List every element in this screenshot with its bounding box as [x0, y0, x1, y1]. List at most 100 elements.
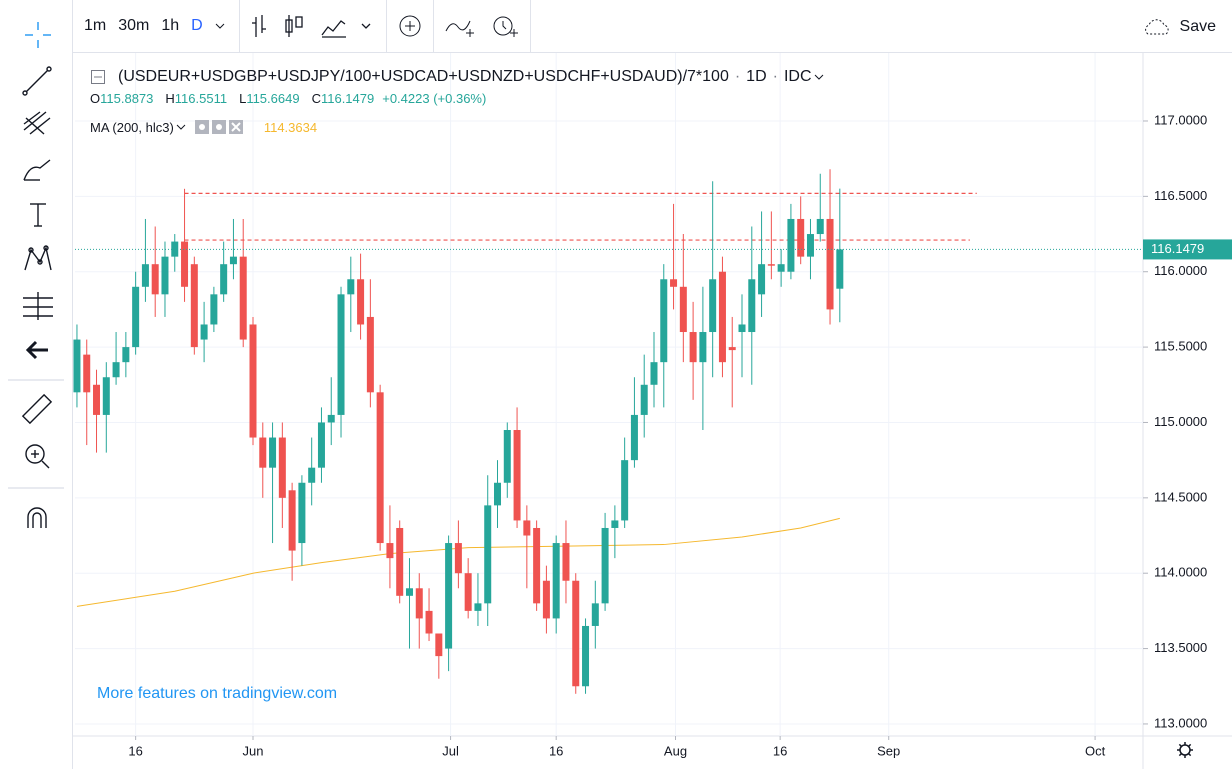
candle-body [797, 218, 805, 257]
candle-body [229, 256, 237, 265]
candle-body [102, 377, 110, 415]
pattern-tool[interactable] [24, 245, 52, 271]
candle-body [758, 264, 766, 295]
candle [190, 256, 198, 355]
candle-body [327, 414, 335, 423]
indicators-button[interactable] [395, 11, 425, 41]
watermark[interactable]: More features on tradingview.com [97, 685, 338, 702]
candle [73, 324, 81, 408]
candle [112, 332, 120, 385]
zoom-tool[interactable] [25, 444, 50, 469]
candle [298, 475, 306, 566]
candle [308, 437, 316, 506]
trend-line-tool[interactable] [22, 66, 52, 96]
candle-body [132, 286, 140, 348]
ohlc-value: 115.6649 [246, 90, 300, 106]
settings-button[interactable] [1177, 742, 1193, 758]
indicator-dropdown[interactable] [174, 120, 188, 134]
gear-tooth [1188, 753, 1192, 757]
candle [660, 264, 668, 408]
magnet-tool[interactable] [27, 507, 47, 528]
interval-button[interactable]: 30m [118, 17, 150, 34]
x-tick-label: Sep [877, 743, 900, 758]
save-button[interactable]: Save [1140, 16, 1216, 38]
y-tick-label: 116.0000 [1154, 263, 1207, 278]
candle-body [376, 392, 384, 544]
candle-body [161, 256, 169, 295]
candle-body [748, 279, 756, 333]
symbol-dropdown[interactable] [812, 70, 826, 84]
candle [542, 565, 550, 634]
candle [337, 286, 345, 438]
candle-body [650, 362, 658, 385]
ohlc-label: O [90, 90, 101, 106]
ohlc-label: L [239, 90, 247, 106]
candle [376, 384, 384, 551]
candle [141, 218, 149, 302]
candle [533, 520, 541, 611]
candle [210, 286, 218, 333]
candle-body [767, 264, 775, 266]
candle [259, 422, 267, 498]
candle-body [308, 467, 316, 483]
candle-body [777, 264, 785, 272]
alert-button[interactable] [488, 11, 522, 41]
change: +0.4223 (+0.36%) [382, 90, 487, 106]
interval-button[interactable]: D [191, 17, 203, 34]
chart-style-icons[interactable] [248, 11, 378, 41]
candle [200, 301, 208, 363]
compare-button[interactable] [442, 11, 478, 41]
measure-tool[interactable] [23, 292, 53, 320]
tool-icons [8, 22, 64, 528]
candle-body [278, 437, 286, 498]
interval-dropdown[interactable] [209, 16, 231, 36]
candle [181, 188, 189, 302]
candle [425, 588, 433, 642]
candle-body [513, 429, 521, 521]
candle [366, 279, 374, 408]
fib-tool[interactable] [23, 111, 51, 135]
candle-body [601, 527, 609, 604]
interval-button[interactable]: 1h [161, 17, 180, 34]
candle-body [621, 460, 629, 521]
candle-body [249, 324, 257, 438]
candle-body [552, 543, 560, 619]
ohlc-label: C [311, 90, 321, 106]
candle-body [73, 339, 81, 393]
ruler-tool[interactable] [21, 393, 53, 425]
y-tick-label: 117.0000 [1154, 112, 1207, 127]
candle-body [660, 279, 668, 363]
candle-body [181, 241, 189, 287]
indicator-controls[interactable] [194, 119, 258, 135]
candle [102, 362, 110, 453]
candle [386, 505, 394, 589]
candle-body [591, 603, 599, 626]
collapse-button[interactable] [90, 69, 106, 85]
crosshair-tool[interactable] [25, 22, 51, 48]
candle-body [112, 362, 120, 378]
candle [748, 226, 756, 385]
candle-body [679, 286, 687, 333]
candle [552, 535, 560, 634]
candle [317, 407, 325, 483]
candle [679, 234, 687, 363]
brush-tool[interactable] [23, 159, 51, 181]
candle-body [259, 437, 267, 468]
candle [630, 377, 638, 468]
candle [572, 573, 580, 694]
text-tool[interactable] [30, 203, 46, 227]
candle [484, 475, 492, 626]
interval-button[interactable]: 1m [84, 17, 107, 34]
candle-body [93, 384, 101, 415]
candle-body [122, 347, 130, 363]
candle-body [151, 264, 159, 295]
candle-body [435, 633, 443, 657]
candle [582, 618, 590, 694]
back-tool[interactable] [25, 340, 48, 360]
candle-body [337, 294, 345, 415]
candle [523, 505, 531, 589]
candle [758, 211, 766, 317]
candle-body [582, 625, 590, 687]
candle [738, 294, 746, 378]
